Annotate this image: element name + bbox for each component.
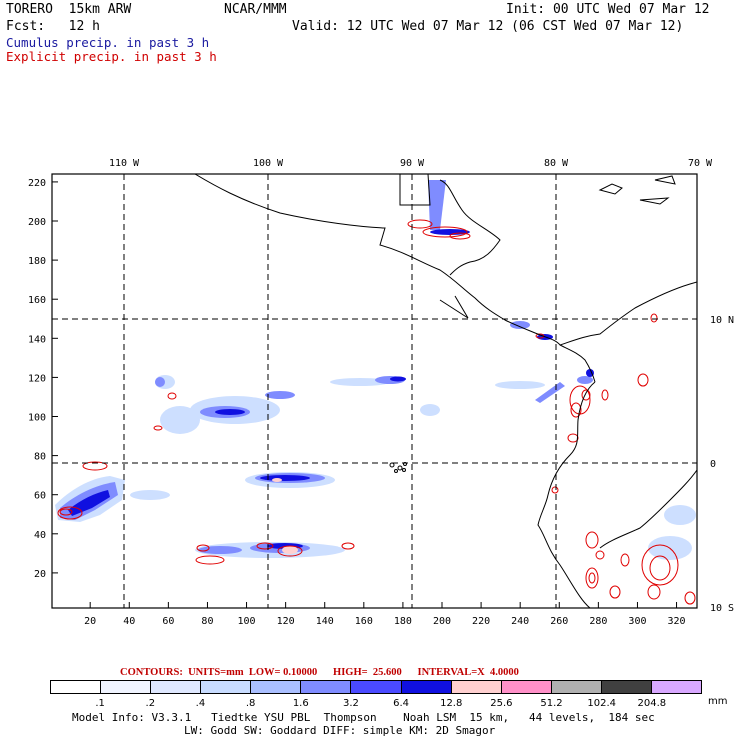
x-tick-label: 20 <box>84 616 96 627</box>
x-tick-label: 40 <box>123 616 135 627</box>
x-tick-label: 320 <box>668 616 686 627</box>
legend-swatch <box>401 681 452 693</box>
lon-label-90w: 90 W <box>400 158 425 169</box>
model-info-line2: LW: Godd SW: Goddard DIFF: simple KM: 2D… <box>184 724 496 737</box>
x-tick-label: 180 <box>394 616 412 627</box>
y-tick-label: 180 <box>28 256 46 267</box>
y-tick-label: 100 <box>28 413 46 424</box>
init-time: Init: 00 UTC Wed 07 Mar 12 <box>506 2 710 17</box>
legend-swatch <box>601 681 652 693</box>
x-tick-label: 260 <box>550 616 568 627</box>
legend-level-label: .4 <box>195 698 206 709</box>
x-tick-label: 60 <box>162 616 174 627</box>
lon-label-80w: 80 W <box>544 158 569 169</box>
y-tick-label: 200 <box>28 217 46 228</box>
x-tick-label: 240 <box>511 616 529 627</box>
legend-swatch <box>251 681 302 693</box>
legend-swatch <box>301 681 352 693</box>
lon-label-100w: 100 W <box>253 158 284 169</box>
legend-level-label: .1 <box>95 698 105 709</box>
legend-swatch <box>51 681 102 693</box>
legend-level-label: 25.6 <box>490 698 513 709</box>
lat-label-10s: 10 S <box>710 603 734 614</box>
legend-swatch <box>201 681 252 693</box>
legend-swatch <box>451 681 502 693</box>
lat-label-0: 0 <box>710 459 716 470</box>
legend-level-label: 12.8 <box>440 698 463 709</box>
valid-time: Valid: 12 UTC Wed 07 Mar 12 (06 CST Wed … <box>292 19 684 34</box>
lon-label-110w: 110 W <box>109 158 140 169</box>
legend-level-label: 204.8 <box>637 698 667 709</box>
legend-units: mm <box>708 696 728 707</box>
legend-level-label: 6.4 <box>393 698 410 709</box>
y-tick-label: 220 <box>28 178 46 189</box>
y-tick-label: 20 <box>34 569 46 580</box>
model-title: TORERO 15km ARW <box>6 2 132 17</box>
precip-layer <box>55 180 696 605</box>
legend-level-label: 3.2 <box>342 698 359 709</box>
legend-swatch <box>151 681 202 693</box>
x-tick-label: 280 <box>589 616 607 627</box>
legend-level-label: 1.6 <box>292 698 309 709</box>
explicit-field-label: Explicit precip. in past 3 h <box>6 49 217 64</box>
coastlines <box>194 174 697 608</box>
x-tick-label: 140 <box>316 616 334 627</box>
legend-level-label: .2 <box>145 698 156 709</box>
y-tick-label: 160 <box>28 295 46 306</box>
legend-swatch <box>501 681 552 693</box>
x-tick-label: 100 <box>238 616 256 627</box>
x-tick-label: 160 <box>355 616 373 627</box>
cumulus-field-label: Cumulus precip. in past 3 h <box>6 35 210 50</box>
x-tick-label: 220 <box>472 616 490 627</box>
forecast-hour: Fcst: 12 h <box>6 19 100 34</box>
model-info-line1: Model Info: V3.3.1 Tiedtke YSU PBL Thomp… <box>72 711 655 724</box>
legend-swatch <box>351 681 402 693</box>
y-tick-label: 140 <box>28 334 46 345</box>
y-tick-label: 120 <box>28 373 46 384</box>
lat-label-10n: 10 N <box>710 315 734 326</box>
y-tick-label: 80 <box>34 452 46 463</box>
contour-info: CONTOURS: UNITS=mm LOW= 0.10000 HIGH= 25… <box>120 667 519 678</box>
x-tick-label: 200 <box>433 616 451 627</box>
legend-swatch <box>551 681 602 693</box>
lat-lon-grid <box>52 174 697 608</box>
legend-level-label: .8 <box>245 698 256 709</box>
legend-level-label: 51.2 <box>540 698 563 709</box>
map-frame <box>51 173 698 609</box>
y-tick-label: 60 <box>34 491 46 502</box>
legend-swatch <box>651 681 702 693</box>
organization-label: NCAR/MMM <box>224 2 287 17</box>
y-tick-label: 40 <box>34 530 46 541</box>
x-tick-label: 300 <box>628 616 646 627</box>
legend-swatch <box>101 681 152 693</box>
color-legend <box>50 680 702 694</box>
legend-level-label: 102.4 <box>587 698 617 709</box>
x-tick-label: 80 <box>201 616 213 627</box>
lon-label-70w: 70 W <box>688 158 713 169</box>
x-tick-label: 120 <box>277 616 295 627</box>
